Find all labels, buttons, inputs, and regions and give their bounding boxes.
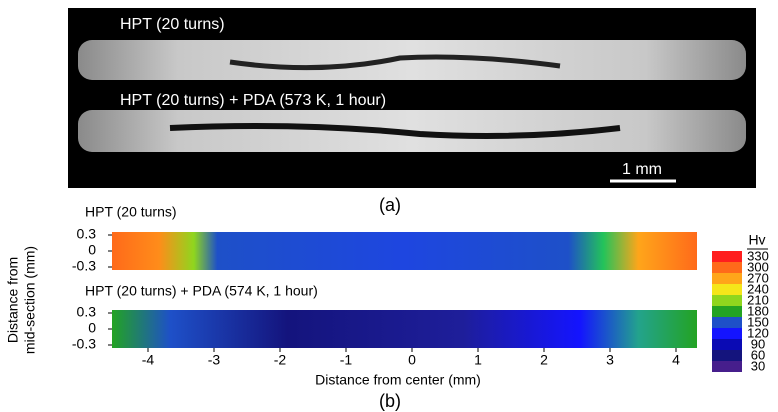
x-tick-label: 4: [672, 352, 680, 368]
colorbar-cell: [712, 339, 742, 350]
colorbar-label: 30: [751, 358, 765, 373]
crack: [229, 54, 561, 71]
colorbar-cell: [712, 284, 742, 295]
colorbar-cell: [712, 361, 742, 372]
y-tick-label: 0.3: [77, 226, 97, 242]
y-tick-label: -0.3: [72, 258, 96, 274]
y-axis-title: mid-section (mm): [22, 246, 38, 354]
y-tick-label: 0.3: [77, 304, 97, 320]
x-tick-label: 3: [606, 352, 614, 368]
colorbar-label: 90: [751, 336, 765, 351]
panel-label: (b): [379, 391, 401, 411]
x-tick-label: -2: [274, 352, 287, 368]
y-tick-label: 0: [88, 320, 96, 336]
colorbar-cell: [712, 328, 742, 339]
colorbar-label: 300: [747, 259, 769, 274]
colorbar-label: 270: [747, 270, 769, 285]
map-title: HPT (20 turns) + PDA (574 K, 1 hour): [85, 283, 318, 299]
x-axis-title: Distance from center (mm): [315, 372, 481, 388]
hardness-map: [112, 232, 697, 270]
colorbar-label: 120: [747, 325, 769, 340]
sample-image: [78, 40, 746, 80]
colorbar-label: 240: [747, 281, 769, 296]
crack: [169, 123, 621, 139]
map-title: HPT (20 turns): [85, 204, 177, 220]
x-tick-label: -4: [142, 352, 155, 368]
hardness-map: [112, 310, 697, 348]
x-tick-label: 2: [540, 352, 548, 368]
sample-label: HPT (20 turns): [120, 16, 225, 33]
colorbar-label: 180: [747, 303, 769, 318]
y-tick-label: 0: [88, 242, 96, 258]
colorbar-cell: [712, 306, 742, 317]
x-tick-label: 1: [474, 352, 482, 368]
scale-bar-label: 1 mm: [622, 161, 662, 178]
colorbar-label: 60: [751, 347, 765, 362]
colorbar-cell: [712, 317, 742, 328]
colorbar-label: 330: [747, 248, 769, 263]
colorbar-label: 150: [747, 314, 769, 329]
colorbar-cell: [712, 295, 742, 306]
y-tick-label: -0.3: [72, 336, 96, 352]
colorbar-cell: [712, 251, 742, 262]
micrograph-frame: [68, 8, 756, 188]
x-tick-label: 0: [408, 352, 416, 368]
x-tick-label: -3: [208, 352, 221, 368]
colorbar-cell: [712, 350, 742, 361]
colorbar-title: Hv: [748, 232, 765, 248]
panel-label: (a): [379, 195, 401, 215]
colorbar-cell: [712, 262, 742, 273]
x-tick-label: -1: [340, 352, 353, 368]
sample-label: HPT (20 turns) + PDA (573 K, 1 hour): [120, 92, 386, 109]
y-axis-title: Distance from: [5, 257, 21, 343]
colorbar-label: 210: [747, 292, 769, 307]
colorbar-cell: [712, 273, 742, 284]
